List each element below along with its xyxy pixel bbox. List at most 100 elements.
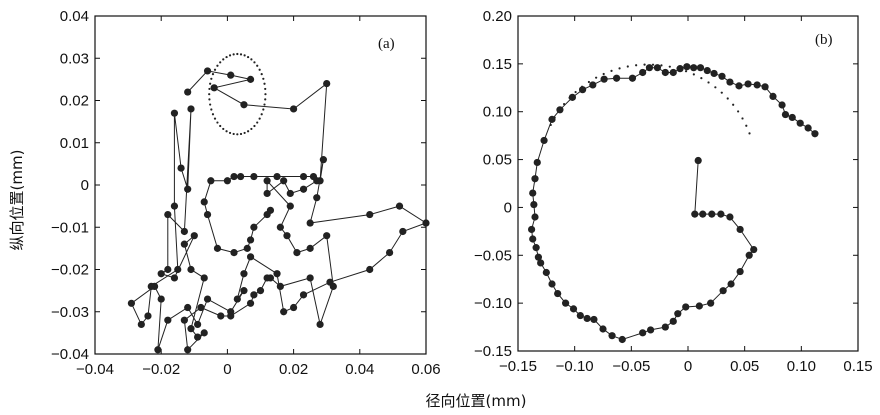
trajectory-point <box>306 219 314 227</box>
trajectory-point <box>385 249 394 257</box>
trajectory-point <box>548 280 556 288</box>
trajectory-point <box>273 172 281 181</box>
trajectory-point <box>170 202 179 210</box>
reference-dot <box>668 65 671 68</box>
trajectory-point <box>217 312 225 320</box>
trajectory-point <box>811 130 819 138</box>
reference-dot <box>232 132 235 136</box>
trajectory-point <box>306 244 314 252</box>
reference-dot <box>258 117 261 120</box>
trajectory-point <box>753 81 761 89</box>
x-tick-label: 0.15 <box>843 358 872 375</box>
trajectory-point <box>599 325 607 333</box>
trajectory-point <box>213 244 222 252</box>
reference-dot <box>737 110 740 113</box>
trajectory-point <box>590 315 598 324</box>
trajectory-point <box>316 320 324 329</box>
trajectory-point <box>399 227 407 236</box>
reference-dot <box>643 63 646 66</box>
trajectory-point <box>200 198 208 206</box>
trajectory-point <box>299 172 308 181</box>
trajectory-point <box>589 81 597 89</box>
panel-b-label: (b) <box>815 32 833 48</box>
trajectory-point <box>579 86 587 94</box>
reference-dot <box>610 69 613 72</box>
reference-dot <box>692 73 695 76</box>
trajectory-point <box>250 223 258 231</box>
reference-dot <box>208 87 211 91</box>
trajectory-point <box>618 335 626 344</box>
trajectory-point <box>203 295 212 303</box>
x-tick-label: 0.02 <box>279 361 308 378</box>
trajectory-point <box>562 299 570 307</box>
y-axis-label: 纵向位置(mm) <box>8 150 26 251</box>
trajectory-point <box>290 105 298 113</box>
trajectory-point <box>184 88 192 96</box>
reference-dot <box>262 77 265 80</box>
trajectory-point <box>280 308 288 316</box>
reference-dot <box>700 77 703 80</box>
trajectory-point <box>534 253 543 261</box>
trajectory-point <box>395 202 404 210</box>
y-tick-label: 0.05 <box>483 152 512 169</box>
trajectory-point <box>781 110 790 119</box>
trajectory-point <box>533 158 541 167</box>
trajectory-point <box>200 274 208 282</box>
x-tick-label: −0.15 <box>499 358 537 375</box>
reference-dot <box>211 113 215 116</box>
trajectory-point <box>266 274 275 282</box>
reference-dot <box>602 72 605 76</box>
x-tick-label: −0.04 <box>76 361 114 378</box>
trajectory-point <box>710 69 718 78</box>
trajectory-point <box>184 303 192 312</box>
panel-a-reference-ellipse <box>208 52 267 136</box>
reference-dot <box>264 98 267 101</box>
trajectory-point <box>286 202 294 210</box>
trajectory-point <box>306 274 314 282</box>
trajectory-point <box>707 299 715 307</box>
y-tick-label: 0.01 <box>60 135 89 152</box>
x-tick-label: −0.05 <box>612 358 650 375</box>
panel-b-trajectory-points <box>528 63 819 344</box>
y-tick-label: −0.10 <box>474 295 512 312</box>
trajectory-point <box>750 245 758 254</box>
trajectory-point <box>583 314 591 323</box>
trajectory-point <box>699 210 707 218</box>
reference-dot <box>250 58 253 61</box>
trajectory-point <box>273 270 281 278</box>
trajectory-point <box>286 189 294 198</box>
reference-dot <box>213 117 217 120</box>
trajectory-point <box>703 66 711 75</box>
trajectory-point <box>568 93 577 101</box>
trajectory-point <box>669 317 677 325</box>
trajectory-point <box>744 80 752 88</box>
trajectory-point <box>210 84 218 92</box>
trajectory-point <box>695 302 703 310</box>
reference-dot <box>213 68 217 71</box>
trajectory-point <box>263 177 271 185</box>
panel-a-trajectory-points <box>127 67 430 354</box>
reference-dot <box>253 124 256 128</box>
trajectory-point <box>246 236 255 244</box>
x-tick-label: 0.05 <box>730 358 759 375</box>
y-tick-label: 0.03 <box>60 50 89 67</box>
trajectory-point <box>144 312 152 320</box>
trajectory-point <box>719 287 727 295</box>
trajectory-point <box>532 244 540 252</box>
trajectory-point <box>669 68 677 77</box>
panel-a-label: (a) <box>378 36 395 52</box>
trajectory-point <box>422 219 430 227</box>
trajectory-point <box>329 282 337 290</box>
trajectory-point <box>600 75 608 83</box>
reference-dot <box>208 93 211 96</box>
trajectory-point <box>761 83 769 91</box>
reference-dot <box>228 54 232 57</box>
reference-dot <box>210 77 213 80</box>
trajectory-point <box>230 172 238 181</box>
reference-dot <box>651 63 655 66</box>
trajectory-point <box>804 124 812 132</box>
trajectory-point <box>293 249 301 257</box>
reference-dot <box>720 91 723 94</box>
panel-b-x-tick-labels: −0.15 −0.10 −0.05 0 0.05 0.10 0.15 <box>499 358 873 375</box>
trajectory-point <box>708 210 716 218</box>
